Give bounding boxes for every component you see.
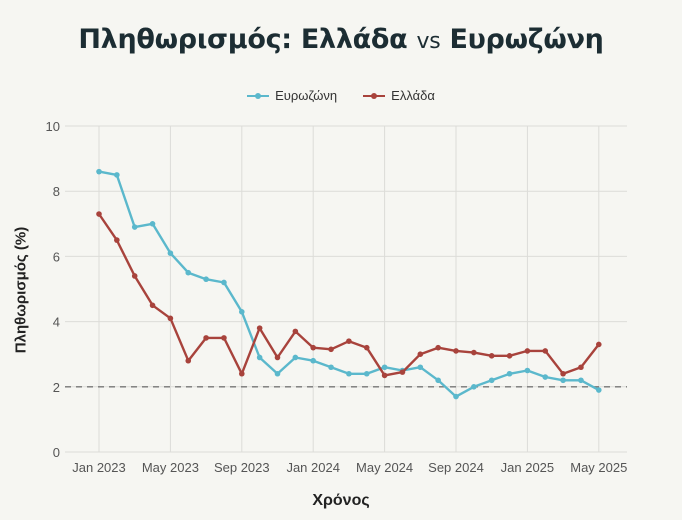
- data-point-greece: [399, 369, 406, 375]
- y-tick-label: 0: [53, 445, 60, 460]
- data-point-greece: [167, 315, 174, 322]
- y-axis-title: Πληθωρισμός (%): [12, 226, 30, 354]
- y-tick-label: 8: [53, 184, 60, 199]
- data-point-eurozone: [435, 377, 441, 384]
- legend-item-greece: Ελλάδα: [363, 88, 435, 103]
- data-point-greece: [542, 348, 549, 354]
- data-point-eurozone: [328, 364, 334, 371]
- data-point-eurozone: [560, 377, 566, 384]
- data-point-greece: [488, 353, 495, 359]
- x-tick-label: Sep 2023: [214, 460, 270, 475]
- data-point-eurozone: [185, 269, 192, 276]
- data-point-greece: [524, 348, 531, 354]
- legend: Ευρωζώνη Ελλάδα: [0, 88, 682, 103]
- data-point-eurozone: [578, 377, 584, 384]
- data-point-eurozone: [381, 364, 388, 371]
- data-point-eurozone: [167, 250, 174, 256]
- data-point-greece: [453, 348, 459, 354]
- data-point-eurozone: [488, 377, 495, 384]
- x-tick-label: Jan 2023: [72, 460, 126, 475]
- data-point-greece: [363, 344, 370, 351]
- x-axis-title: Χρόνος: [312, 492, 370, 509]
- title-main: Πληθωρισμός: Ελλάδα: [78, 24, 408, 55]
- data-point-eurozone: [149, 221, 156, 227]
- data-point-eurozone: [96, 168, 102, 175]
- legend-swatch-greece: [363, 91, 386, 101]
- y-tick-label: 6: [53, 249, 60, 264]
- data-point-greece: [578, 364, 584, 371]
- x-tick-label: Sep 2024: [428, 460, 484, 475]
- data-point-eurozone: [542, 374, 549, 380]
- data-point-eurozone: [453, 393, 459, 400]
- chart-title: Πληθωρισμός: Ελλάδα vs Ευρωζώνη: [0, 24, 682, 55]
- data-point-eurozone: [363, 370, 370, 377]
- legend-label-greece: Ελλάδα: [391, 88, 435, 103]
- data-point-eurozone: [417, 364, 424, 371]
- data-point-greece: [328, 346, 334, 353]
- data-point-greece: [221, 335, 227, 341]
- data-point-greece: [114, 237, 120, 243]
- x-tick-label: Jan 2025: [501, 460, 555, 475]
- data-point-eurozone: [524, 367, 531, 374]
- data-point-eurozone: [256, 354, 263, 361]
- data-point-eurozone: [596, 387, 602, 393]
- data-point-greece: [310, 344, 317, 351]
- data-point-eurozone: [239, 309, 245, 315]
- legend-label-eurozone: Ευρωζώνη: [275, 88, 338, 103]
- data-point-greece: [239, 370, 245, 377]
- legend-swatch-eurozone: [247, 91, 270, 101]
- data-point-eurozone: [292, 354, 299, 361]
- y-tick-label: 2: [53, 380, 60, 395]
- data-point-greece: [560, 370, 566, 377]
- data-point-greece: [506, 353, 513, 359]
- x-tick-label: May 2023: [142, 460, 199, 475]
- data-point-greece: [471, 349, 477, 356]
- data-point-eurozone: [131, 224, 138, 230]
- data-point-eurozone: [221, 279, 227, 286]
- y-tick-label: 10: [46, 119, 60, 134]
- data-point-greece: [596, 341, 602, 348]
- series-line-eurozone: [98, 170, 600, 398]
- data-point-greece: [381, 372, 388, 379]
- data-point-eurozone: [346, 370, 352, 377]
- data-point-eurozone: [471, 384, 477, 390]
- data-point-eurozone: [506, 370, 513, 377]
- data-point-greece: [292, 328, 299, 335]
- data-point-greece: [435, 344, 441, 351]
- data-point-greece: [203, 335, 209, 341]
- data-point-greece: [417, 351, 424, 358]
- data-point-greece: [96, 211, 102, 217]
- legend-item-eurozone: Ευρωζώνη: [247, 88, 337, 103]
- data-point-greece: [185, 357, 192, 364]
- x-tick-label: May 2025: [570, 460, 627, 475]
- y-tick-label: 4: [53, 315, 60, 330]
- x-tick-label: May 2024: [356, 460, 413, 475]
- x-tick-label: Jan 2024: [286, 460, 340, 475]
- data-point-greece: [346, 338, 352, 344]
- title-vs: vs: [416, 29, 441, 54]
- data-point-eurozone: [203, 276, 209, 283]
- data-point-greece: [274, 354, 281, 361]
- data-point-eurozone: [310, 357, 317, 364]
- data-point-greece: [256, 325, 263, 331]
- series-line-greece: [98, 213, 600, 377]
- data-point-greece: [131, 273, 138, 279]
- data-point-eurozone: [114, 172, 120, 178]
- data-point-eurozone: [274, 370, 281, 377]
- data-point-greece: [149, 302, 156, 309]
- title-end: Ευρωζώνη: [449, 24, 604, 55]
